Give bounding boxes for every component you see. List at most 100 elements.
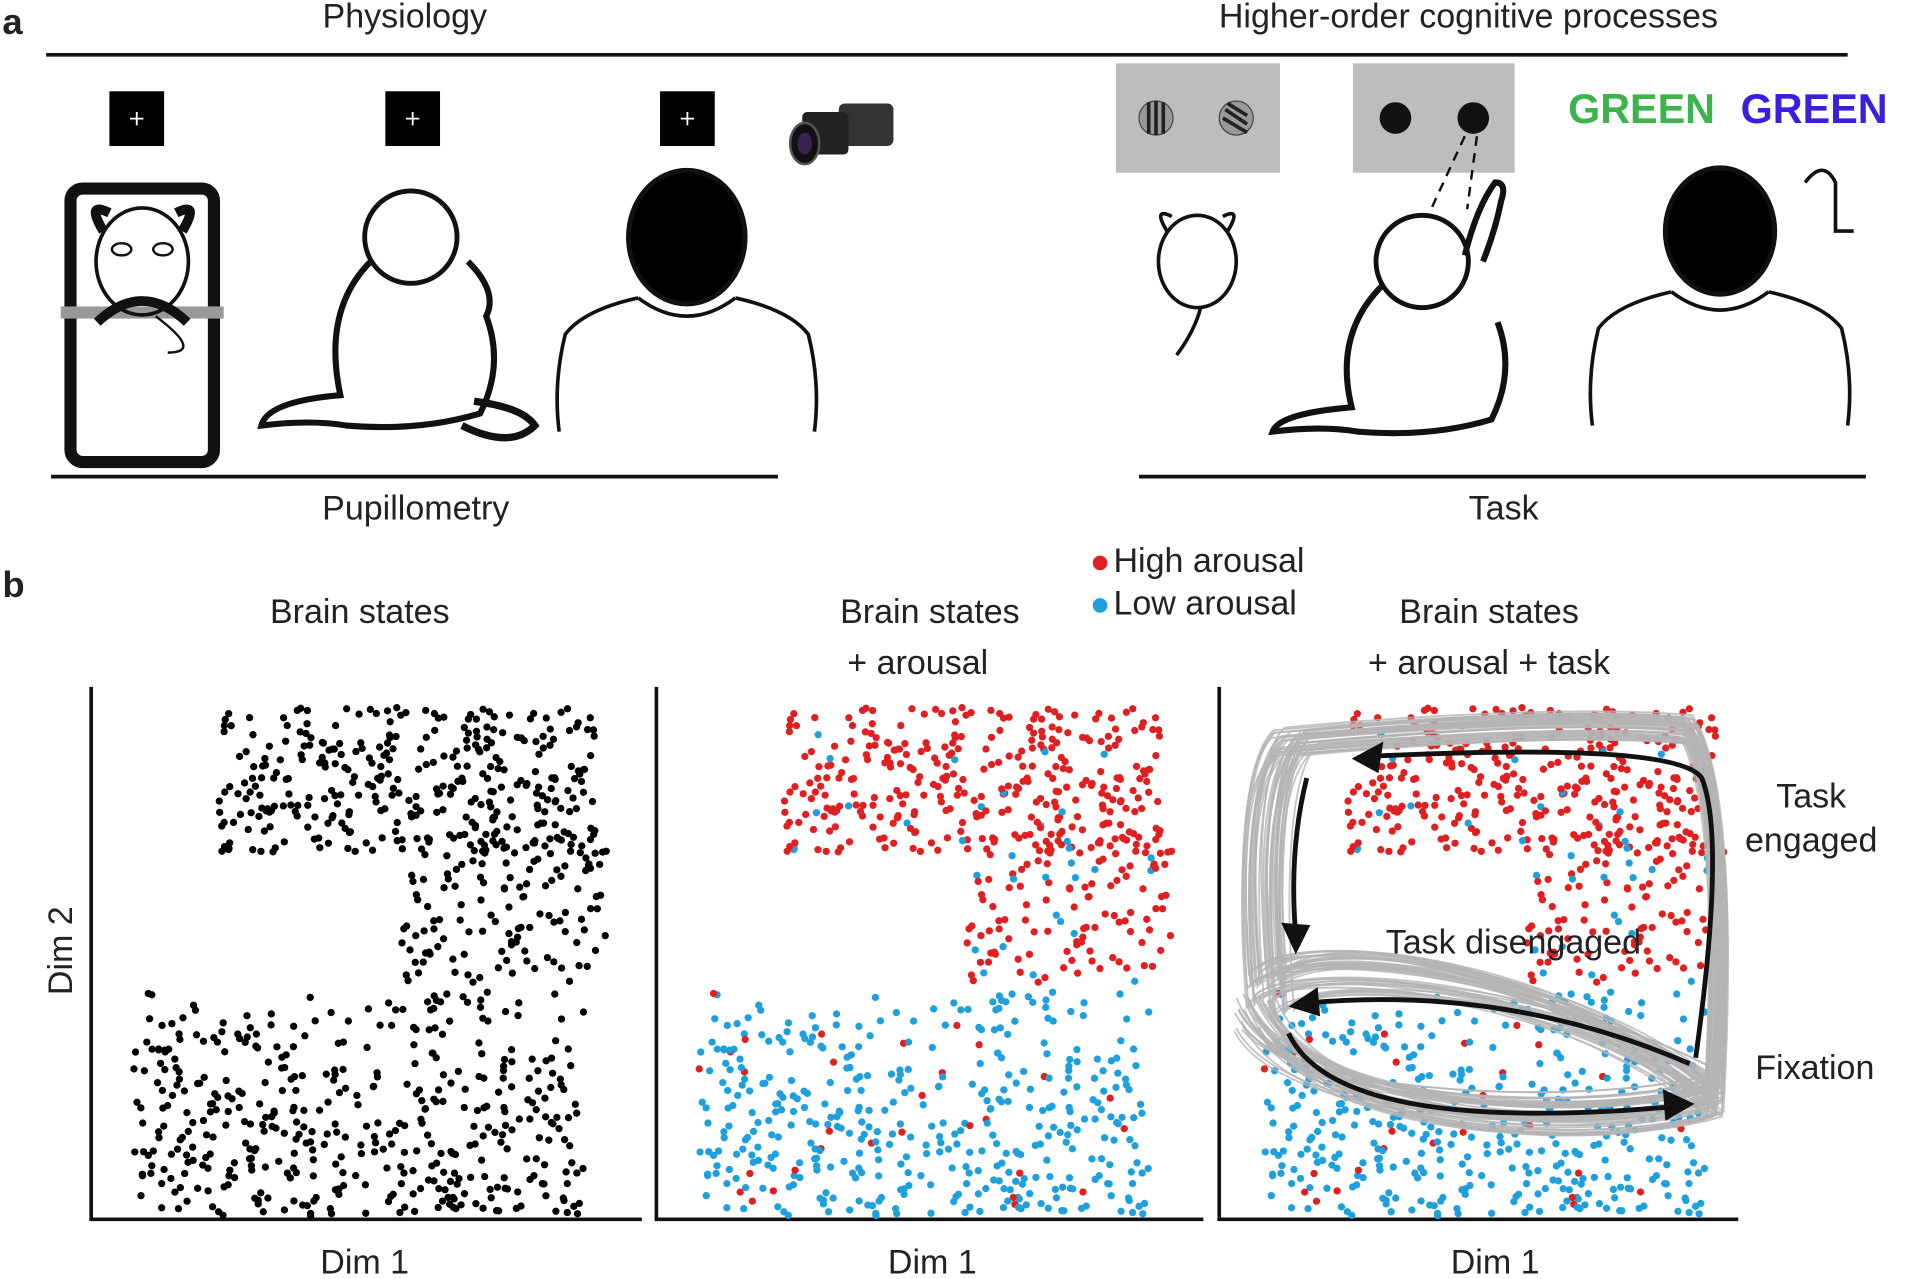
dot [789,1181,798,1189]
dot [131,1048,140,1056]
dot [855,1022,863,1030]
dot [212,1106,220,1114]
dot [1549,1176,1557,1184]
dot [777,1106,786,1114]
dot [357,739,365,747]
dot [306,1209,315,1218]
dot [1066,1184,1075,1192]
dot [893,786,901,795]
dot [1529,977,1537,985]
dot [410,1041,418,1049]
dot [1514,784,1523,793]
dot [1093,1055,1102,1063]
dot [895,745,904,753]
annotation: Task disengaged [1386,924,1641,962]
dot [1442,844,1451,852]
dot [508,1126,516,1134]
dot [279,714,288,722]
dot [1685,1179,1693,1188]
dot [1645,880,1653,888]
dot [1080,999,1088,1007]
dot [746,1169,754,1178]
dot [512,1204,521,1213]
dot [816,782,825,790]
dot [835,774,843,782]
dot [478,860,486,868]
dot [704,1119,712,1127]
dot [1679,1015,1688,1023]
dot [744,1014,752,1022]
dot [906,1133,915,1141]
dot [419,958,427,966]
dot [1025,723,1034,732]
dot [958,704,966,712]
dot [133,1098,141,1106]
dot [867,729,875,738]
dot [450,1195,458,1203]
dot [1133,1159,1141,1167]
dot [247,809,255,817]
dot [376,776,384,784]
dot [927,1209,935,1217]
dot [844,802,853,810]
dot [1623,1174,1631,1182]
stroop-word: GREEN [1568,86,1715,132]
dot [1545,851,1554,859]
loop [1235,713,1714,1119]
dot [832,1010,841,1018]
dot [1539,765,1548,773]
dot [982,1184,990,1193]
dot [1126,927,1135,936]
dot [833,1122,842,1131]
dot [1470,1017,1479,1025]
dot [1682,1196,1690,1205]
dot [1144,1164,1152,1173]
dot [785,818,794,827]
dot [1106,808,1114,816]
dot [1134,794,1142,802]
dot [761,1079,769,1087]
dot [1337,1203,1346,1211]
dot [951,731,959,739]
loop [1268,725,1717,1122]
dot [144,1151,152,1160]
dot [978,1147,986,1155]
dot [933,759,941,767]
dot [1525,925,1533,933]
dot [563,705,572,713]
dot [1058,808,1066,816]
dot [1306,1136,1314,1144]
dot [464,971,472,979]
dot [1046,1172,1054,1181]
dot [443,990,451,998]
dot [811,1155,819,1163]
dot [377,762,385,771]
dot [708,1038,716,1046]
dot [1655,1155,1663,1163]
dot [490,830,499,839]
dot [1116,990,1124,998]
dot [748,1197,756,1205]
dot [1425,755,1434,764]
dot [1426,1201,1434,1209]
dot [398,845,406,853]
dot [1110,1136,1118,1144]
dot [230,1159,239,1167]
dot [1131,807,1139,816]
dot [1365,810,1373,819]
dot [1035,1122,1043,1130]
dot [1344,797,1352,805]
dot [270,1109,278,1117]
dot [1637,924,1645,933]
dot [1394,823,1402,831]
dot [1033,818,1042,826]
dot [540,1161,549,1169]
dot [486,1185,494,1194]
dot [467,798,475,806]
dot [876,813,884,821]
dot [725,1122,733,1130]
dot [829,1194,837,1202]
legend-label: Low arousal [1113,584,1296,622]
dot [168,1019,176,1028]
dot [431,726,439,735]
